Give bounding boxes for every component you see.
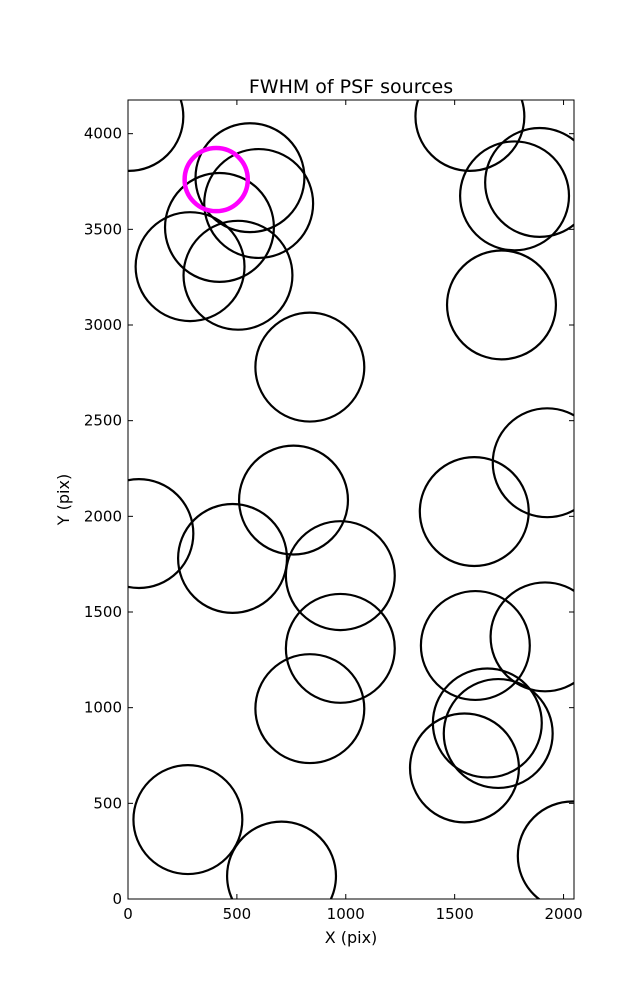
psf-source-circle xyxy=(284,520,396,632)
x-tick-label: 1500 xyxy=(436,905,474,923)
y-tick-label: 1000 xyxy=(84,699,122,717)
psf-source-circle xyxy=(445,249,558,361)
y-tick-label: 3000 xyxy=(84,316,122,334)
psf-source-circle xyxy=(163,171,276,283)
y-tick-label: 500 xyxy=(93,794,122,812)
psf-source-circle xyxy=(254,653,366,765)
psf-source-circle xyxy=(489,581,574,693)
y-tick-label: 2000 xyxy=(84,507,122,525)
y-tick-label: 0 xyxy=(112,890,122,908)
x-tick-label: 2000 xyxy=(544,905,582,923)
psf-source-circle xyxy=(254,311,366,423)
psf-source-circle xyxy=(237,444,350,556)
psf-source-circle xyxy=(418,456,530,568)
psf-source-circle xyxy=(226,820,338,899)
psf-source-circle xyxy=(128,478,195,590)
psf-source-circle xyxy=(408,712,521,824)
psf-source-circle xyxy=(516,800,574,899)
psf-source-circle xyxy=(134,211,246,323)
y-tick-label: 2500 xyxy=(84,412,122,430)
chart-title: FWHM of PSF sources xyxy=(249,76,453,98)
x-tick-label: 0 xyxy=(123,905,133,923)
psf-source-circle xyxy=(491,407,574,519)
y-axis: 0 500 1000 1500 2000 2500 3000 3500 4000 xyxy=(84,125,574,908)
psf-source-circle xyxy=(132,764,244,876)
psf-source-circle xyxy=(484,126,574,238)
psf-source-circle xyxy=(128,100,185,172)
psf-source-circle xyxy=(176,502,289,614)
x-tick-label: 1000 xyxy=(327,905,365,923)
highlighted-source-circle xyxy=(182,145,251,214)
psf-source-circle xyxy=(284,592,396,704)
plot-marks xyxy=(128,100,574,899)
psf-source-circle xyxy=(419,589,531,702)
y-tick-label: 4000 xyxy=(84,125,122,143)
psf-source-circle xyxy=(203,147,315,260)
x-axis: 0 500 1000 1500 2000 xyxy=(123,100,583,923)
y-tick-label: 1500 xyxy=(84,603,122,621)
y-axis-label: Y (pix) xyxy=(54,474,73,526)
plot-frame xyxy=(127,99,575,900)
psf-source-circle xyxy=(442,677,554,790)
x-axis-label: X (pix) xyxy=(325,928,378,947)
y-tick-label: 3500 xyxy=(84,220,122,238)
x-tick-label: 500 xyxy=(223,905,252,923)
psf-source-circle xyxy=(459,140,571,252)
psf-source-circle xyxy=(414,100,526,172)
psf-source-circle xyxy=(182,219,294,331)
